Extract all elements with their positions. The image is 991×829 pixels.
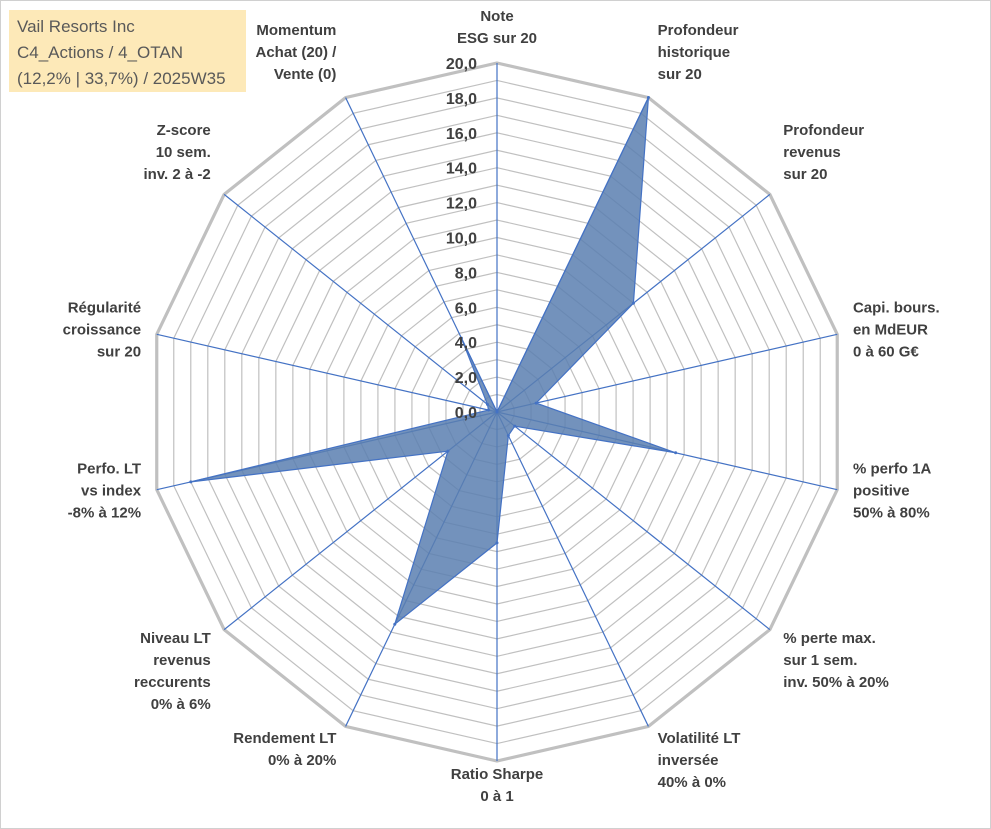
axis-label-line: ESG sur 20: [457, 30, 537, 47]
axis-label: Niveau LT revenus reccurents 0% à 6%: [134, 630, 211, 713]
data-point: [495, 541, 499, 545]
title-category: C4_Actions / 4_OTAN: [17, 43, 183, 62]
axis-label: Note ESG sur 20: [457, 8, 537, 47]
axis-label: % perte max. sur 1 sem. inv. 50% à 20%: [783, 630, 889, 691]
axis-label-line: reccurents: [134, 674, 211, 691]
axis-label: Profondeur historique sur 20: [658, 22, 739, 83]
axis-label-line: vs index: [81, 482, 142, 499]
data-point: [513, 424, 517, 428]
data-point: [506, 434, 510, 438]
data-point: [534, 401, 538, 405]
axis-label: Profondeur revenus sur 20: [783, 122, 864, 183]
tick-label: 0,0: [455, 405, 477, 422]
data-point: [674, 451, 678, 455]
title-stats: (12,2% | 33,7%) / 2025W35: [17, 69, 226, 88]
axis-label-line: Niveau LT: [140, 630, 211, 647]
axis-label-line: sur 20: [658, 66, 702, 83]
data-point: [189, 480, 193, 484]
axis-label-line: Momentum: [256, 22, 336, 39]
axis-label-line: % perte max.: [783, 630, 876, 647]
data-point: [486, 408, 490, 412]
axis-label-line: Rendement LT: [233, 730, 336, 747]
axis-label-line: 0 à 1: [480, 788, 513, 805]
tick-label: 14,0: [446, 161, 477, 178]
axis-spoke: [223, 193, 498, 413]
tick-label: 12,0: [446, 196, 477, 213]
tick-label: 6,0: [455, 300, 477, 317]
axis-label-line: Profondeur: [658, 22, 739, 39]
axis-label-line: % perfo 1A: [853, 460, 932, 477]
axis-label: Volatilité LT inversée 40% à 0%: [658, 730, 741, 791]
axis-label: Perfo. LT vs index -8% à 12%: [68, 460, 142, 521]
data-point: [393, 622, 397, 626]
title-company: Vail Resorts Inc: [17, 17, 135, 36]
axis-label-line: 0 à 60 G€: [853, 344, 920, 361]
axis-label: % perfo 1A positive 50% à 80%: [853, 460, 932, 521]
tick-label: 18,0: [446, 91, 477, 108]
tick-label: 10,0: [446, 231, 477, 248]
axis-spoke: [496, 333, 838, 413]
axis-label-line: Perfo. LT: [77, 460, 141, 477]
axis-label-line: 50% à 80%: [853, 504, 930, 521]
axis-spoke: [496, 411, 771, 631]
axis-label: Ratio Sharpe 0 à 1: [451, 766, 544, 805]
axis-label: Z-score 10 sem. inv. 2 à -2: [143, 122, 210, 183]
axis-label-line: Régularité: [68, 300, 141, 317]
axis-label-line: inv. 50% à 20%: [783, 674, 889, 691]
axis-label-line: 0% à 6%: [151, 696, 211, 713]
axis-label: Momentum Achat (20) / Vente (0): [256, 22, 338, 83]
axis-label-line: inversée: [658, 752, 719, 769]
axis-label-line: Volatilité LT: [658, 730, 741, 747]
axis-label-line: Capi. bours.: [853, 300, 940, 317]
axis-label-line: Ratio Sharpe: [451, 766, 544, 783]
axis-spoke: [156, 333, 498, 413]
axis-label-line: revenus: [783, 144, 841, 161]
data-point: [446, 449, 450, 453]
title-box: Vail Resorts Inc C4_Actions / 4_OTAN (12…: [9, 10, 246, 92]
data-point: [495, 410, 499, 414]
axis-label-line: positive: [853, 482, 910, 499]
axis-label-line: Achat (20) /: [256, 44, 338, 61]
axis-label-line: sur 1 sem.: [783, 652, 857, 669]
axis-label-line: Profondeur: [783, 122, 864, 139]
axis-label-line: -8% à 12%: [68, 504, 141, 521]
axis-label-line: 0% à 20%: [268, 752, 336, 769]
axis-label-line: inv. 2 à -2: [143, 166, 210, 183]
axis-label-line: 10 sem.: [156, 144, 211, 161]
axis-label-line: Note: [480, 8, 513, 25]
tick-label: 20,0: [446, 56, 477, 73]
tick-label: 2,0: [455, 370, 477, 387]
axis-label-line: 40% à 0%: [658, 774, 726, 791]
axis-label: Régularité croissance sur 20: [63, 300, 141, 361]
data-point: [631, 301, 635, 305]
tick-label: 4,0: [455, 335, 477, 352]
axis-label-line: sur 20: [97, 344, 141, 361]
data-point: [485, 402, 489, 406]
axis-label-line: Vente (0): [274, 66, 337, 83]
axis-label: Capi. bours. en MdEUR 0 à 60 G€: [853, 300, 940, 361]
axis-label-line: revenus: [153, 652, 211, 669]
data-point: [646, 96, 650, 100]
axis-label-line: Z-score: [157, 122, 211, 139]
tick-label: 8,0: [455, 265, 477, 282]
axis-label-line: historique: [658, 44, 731, 61]
axis-spoke: [496, 411, 649, 727]
data-point: [459, 336, 463, 340]
tick-label: 16,0: [446, 126, 477, 143]
axis-label-line: sur 20: [783, 166, 827, 183]
axis-label-line: croissance: [63, 322, 141, 339]
axis-label: Rendement LT 0% à 20%: [233, 730, 336, 769]
axis-label-line: en MdEUR: [853, 322, 928, 339]
